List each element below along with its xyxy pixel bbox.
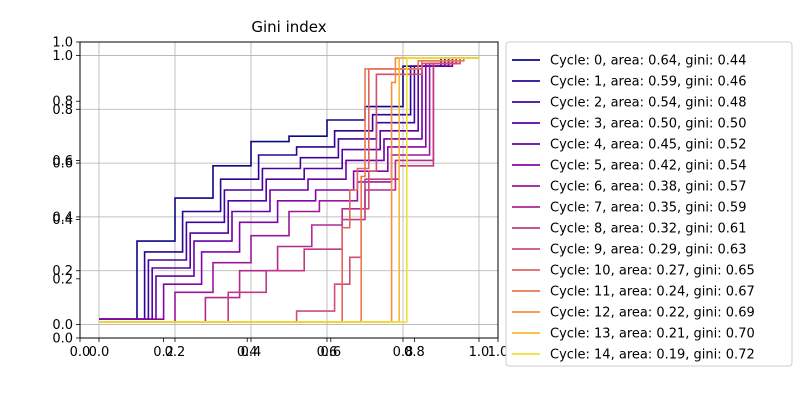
series-line-cycle-3 xyxy=(99,57,479,321)
x-tick-label: 0.0 xyxy=(89,345,110,360)
legend-entry-label: Cycle: 2, area: 0.54, gini: 0.48 xyxy=(550,96,746,111)
y-tick-label: 1.0 xyxy=(52,36,73,51)
y-tick-label: 0.8 xyxy=(52,95,73,110)
chart-title: Gini index xyxy=(251,18,326,36)
legend-entry-label: Cycle: 3, area: 0.50, gini: 0.50 xyxy=(550,117,746,132)
y-tick-label: 0.0 xyxy=(52,318,73,333)
y-tick-label: 0.2 xyxy=(52,264,73,279)
x-tick-label: 0.4 xyxy=(237,345,258,360)
legend-box xyxy=(505,41,793,367)
x-tick-label: 0.0 xyxy=(70,345,91,360)
x-tick-label: 0.6 xyxy=(317,345,338,360)
legend-entry-label: Cycle: 13, area: 0.21, gini: 0.70 xyxy=(550,327,755,342)
legend: Cycle: 0, area: 0.64, gini: 0.44 Cycle: 1… xyxy=(505,41,793,367)
x-tick-label: 0.6 xyxy=(320,345,341,360)
legend-entry-label: Cycle: 0, area: 0.64, gini: 0.44 xyxy=(550,54,746,69)
legend-entry-label: Cycle: 1, area: 0.59, gini: 0.46 xyxy=(550,75,746,90)
legend-entry-label: Cycle: 6, area: 0.38, gini: 0.57 xyxy=(550,180,746,195)
series-line-cycle-2 xyxy=(99,57,479,321)
legend-entry-label: Cycle: 7, area: 0.35, gini: 0.59 xyxy=(550,201,746,216)
y-tick-label: 0.4 xyxy=(52,213,73,228)
series-line-cycle-5 xyxy=(99,57,479,321)
y-tick-label: 0.6 xyxy=(52,154,73,169)
series-line-cycle-14 xyxy=(99,57,479,323)
series-line-cycle-0 xyxy=(99,57,479,321)
x-tick-label: 0.8 xyxy=(393,345,414,360)
y-tick-label: 0.4 xyxy=(52,210,73,225)
series-line-cycle-11 xyxy=(99,57,479,323)
x-tick-label: 0.2 xyxy=(165,345,186,360)
series-line-cycle-4 xyxy=(99,57,479,321)
x-tick-label: 0.4 xyxy=(241,345,262,360)
legend-entry-label: Cycle: 8, area: 0.32, gini: 0.61 xyxy=(550,222,746,237)
series-lines xyxy=(99,57,479,323)
y-tick-label: 0.0 xyxy=(52,332,73,347)
x-tick-label: 1.0 xyxy=(469,345,490,360)
legend-entry-label: Cycle: 9, area: 0.29, gini: 0.63 xyxy=(550,243,746,258)
x-tick-label: 1.0 xyxy=(488,345,509,360)
legend-entry-label: Cycle: 10, area: 0.27, gini: 0.65 xyxy=(550,264,755,279)
legend-entry-label: Cycle: 5, area: 0.42, gini: 0.54 xyxy=(550,159,746,174)
y-tick-label: 0.2 xyxy=(52,272,73,287)
y-tick-label: 0.6 xyxy=(52,157,73,172)
y-tick-label: 1.0 xyxy=(52,49,73,64)
plot-frame xyxy=(79,41,499,339)
series-line-cycle-6 xyxy=(99,57,479,323)
axis-ticks: 0.0 0.2 0.4 0.6 0.8 1.00.00.20.40.60.81.00.0 0… xyxy=(52,36,508,361)
x-tick-label: 0.2 xyxy=(153,345,174,360)
legend-entry-label: Cycle: 11, area: 0.24, gini: 0.67 xyxy=(550,285,755,300)
legend-entry-label: Cycle: 12, area: 0.22, gini: 0.69 xyxy=(550,306,755,321)
y-tick-label: 0.8 xyxy=(52,103,73,118)
series-line-cycle-9 xyxy=(99,57,479,323)
legend-entry-label: Cycle: 4, area: 0.45, gini: 0.52 xyxy=(550,138,746,153)
x-tick-label: 0.8 xyxy=(404,345,425,360)
legend-entry-label: Cycle: 14, area: 0.19, gini: 0.72 xyxy=(550,348,755,363)
